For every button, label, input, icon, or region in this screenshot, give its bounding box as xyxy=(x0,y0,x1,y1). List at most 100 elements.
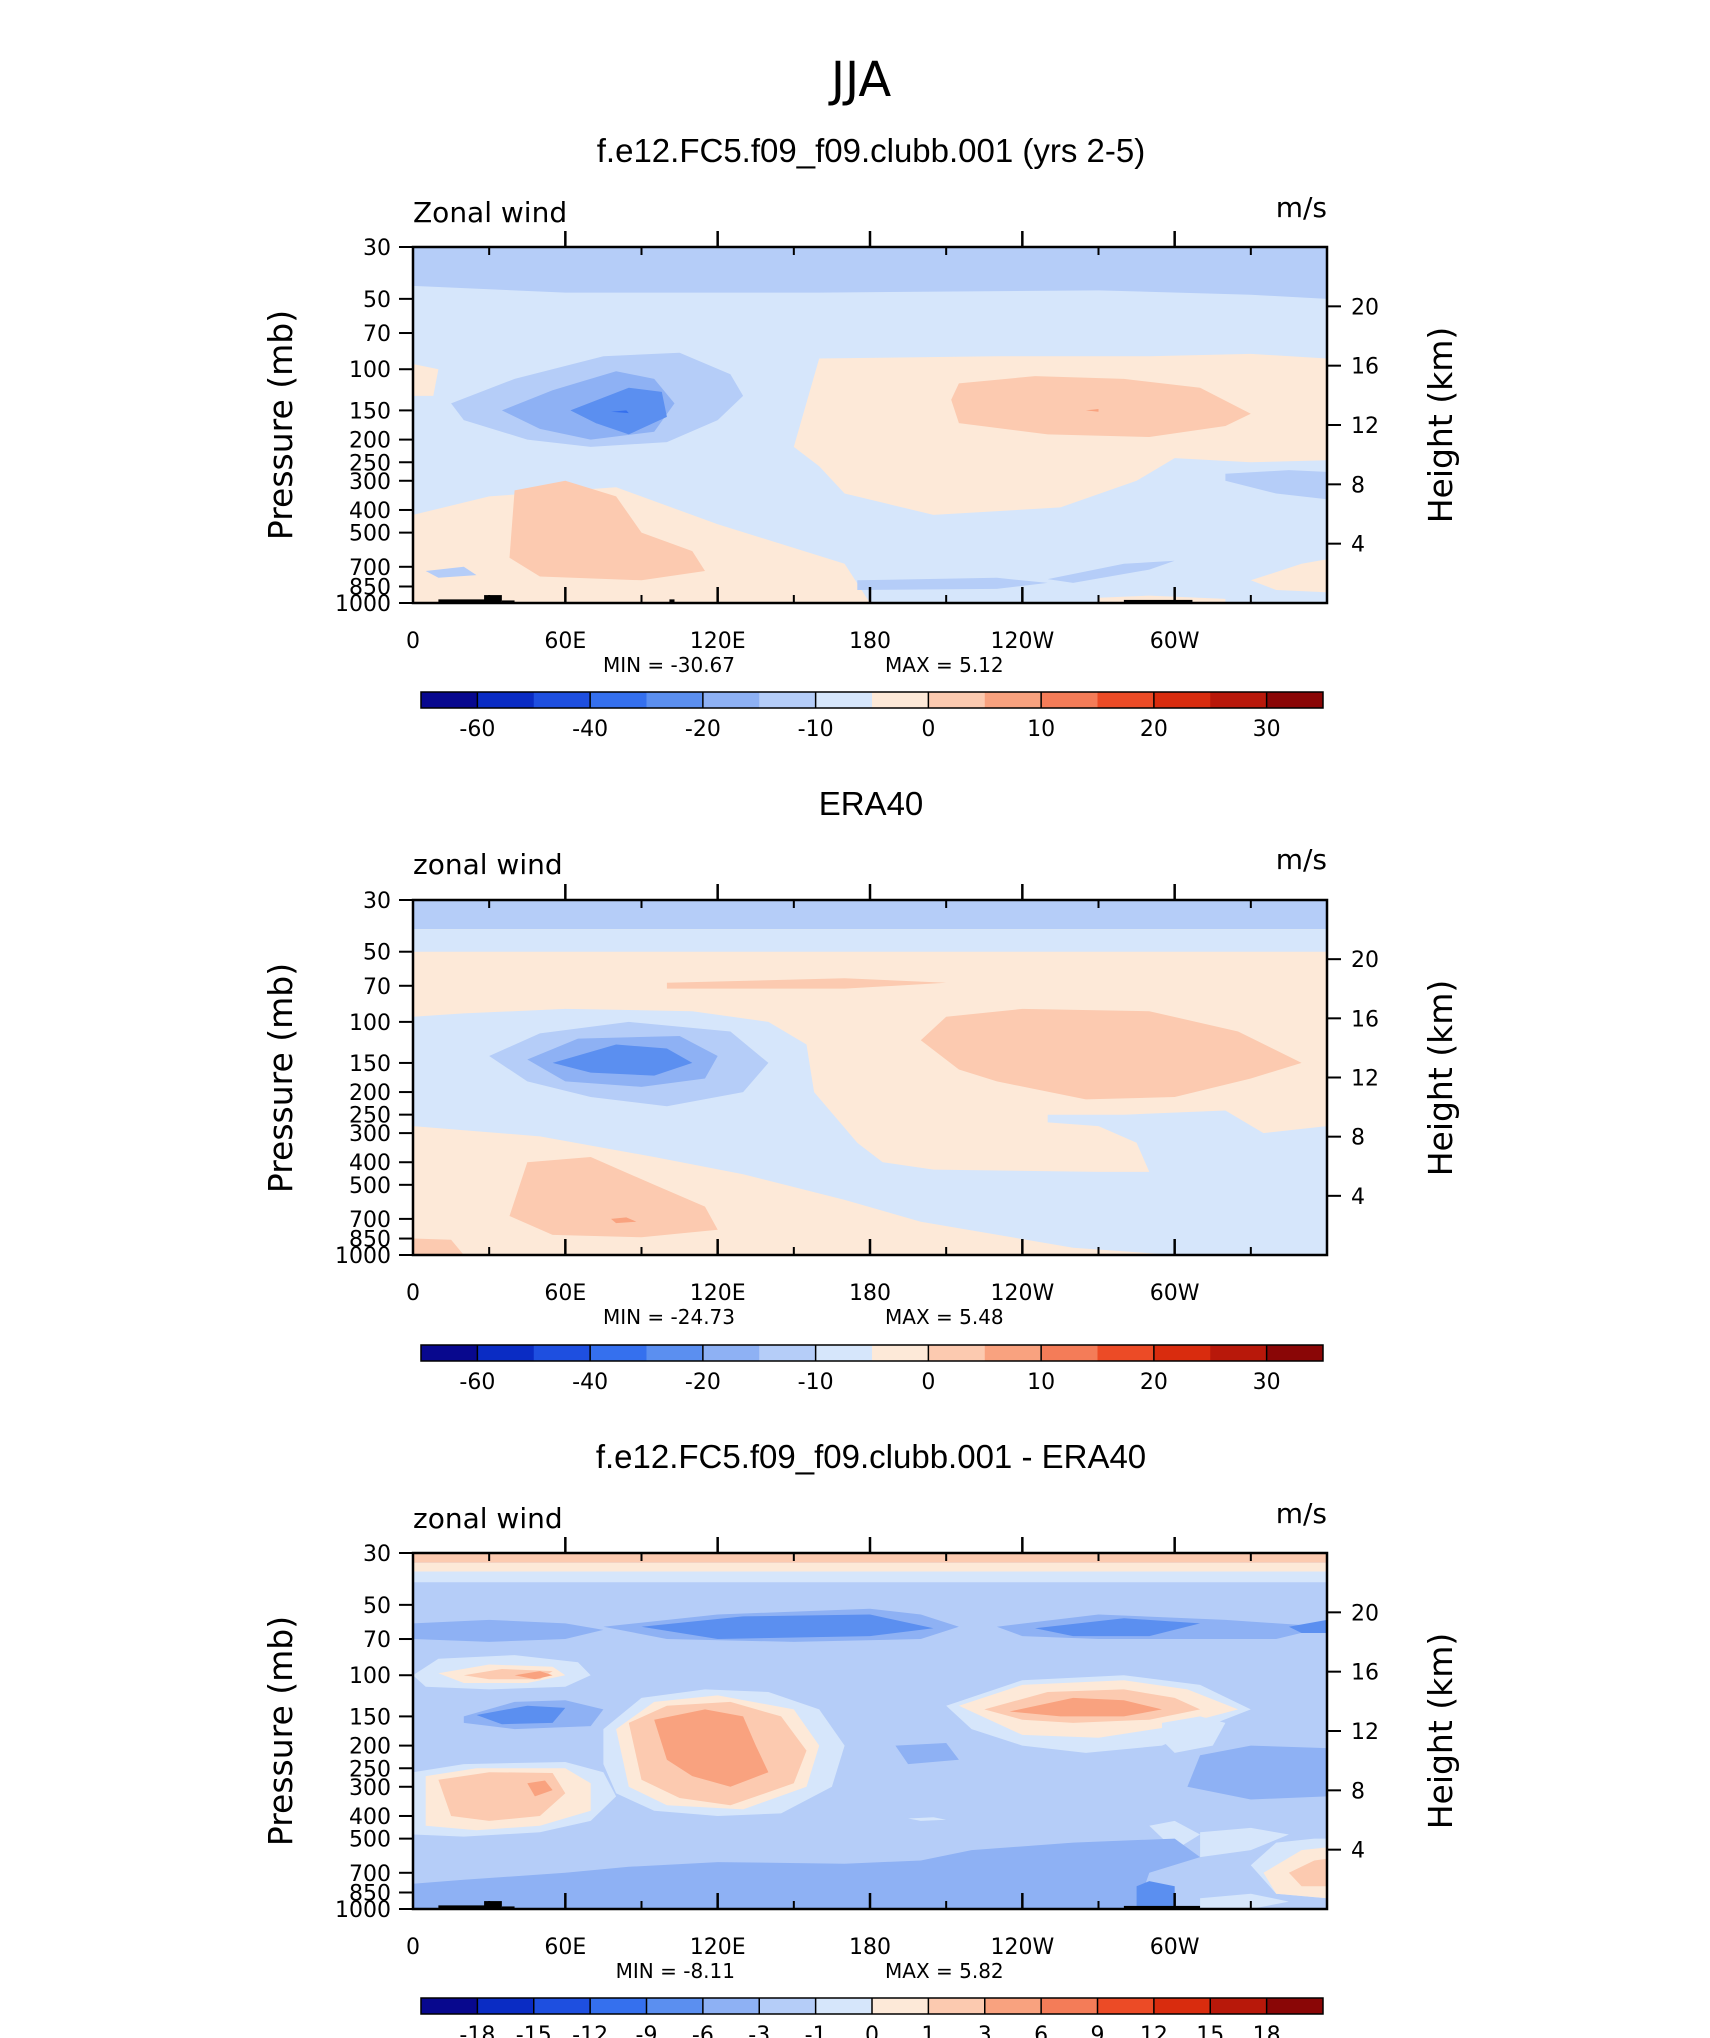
x-tick-label: 60E xyxy=(544,629,586,654)
y-right-axis-title: Height (km) xyxy=(1421,980,1460,1177)
contour-region xyxy=(413,1571,1327,1583)
colorbar-swatch xyxy=(872,692,929,708)
y-tick-label: 70 xyxy=(363,322,391,347)
terrain-block xyxy=(1123,599,1193,603)
variable-label: zonal wind xyxy=(413,1502,563,1535)
colorbar-swatch xyxy=(984,1345,1042,1361)
colorbar-swatch xyxy=(928,692,986,708)
colorbar-frame xyxy=(420,691,1324,709)
y-tick-label: 400 xyxy=(349,499,391,524)
y-tick-label: 30 xyxy=(363,1542,391,1567)
colorbar-swatch xyxy=(590,1998,647,2014)
y-axis-title: Pressure (mb) xyxy=(261,310,300,540)
y-tick-label: 150 xyxy=(349,1705,391,1730)
y-tick-label: 850 xyxy=(349,1228,391,1253)
y-tick-label: 70 xyxy=(363,1628,391,1653)
colorbar-swatch xyxy=(1041,692,1098,708)
colorbar-swatch xyxy=(421,1345,478,1361)
min-label: MIN = -30.67 xyxy=(603,653,735,677)
y-tick-label: 250 xyxy=(349,1757,391,1782)
colorbar-swatch xyxy=(533,1998,591,2014)
y-tick-label: 700 xyxy=(349,1862,391,1887)
colorbar-label: -10 xyxy=(798,717,834,742)
colorbar-label: -3 xyxy=(748,2023,770,2038)
plot-area xyxy=(413,247,1327,603)
colorbar-label: 10 xyxy=(1027,717,1055,742)
y-tick-label: 500 xyxy=(349,522,391,547)
x-tick-label: 0 xyxy=(406,1281,420,1306)
colorbar-label: -40 xyxy=(572,1370,608,1395)
colorbar-swatch xyxy=(815,1998,873,2014)
height-tick-label: 16 xyxy=(1351,1007,1379,1032)
contour-region xyxy=(641,1614,934,1639)
units-label: m/s xyxy=(1276,1497,1327,1530)
panel-title: f.e12.FC5.f09_f09.clubb.001 (yrs 2-5) xyxy=(597,132,1145,169)
colorbar-label: 0 xyxy=(921,717,935,742)
height-tick-label: 20 xyxy=(1351,1601,1379,1626)
y-tick-label: 150 xyxy=(349,1052,391,1077)
colorbar-label: -20 xyxy=(685,717,721,742)
colorbar-frame xyxy=(420,1344,1324,1362)
y-tick-label: 400 xyxy=(349,1805,391,1830)
x-tick-label: 120E xyxy=(690,629,746,654)
contour-region xyxy=(1035,1618,1201,1637)
colorbar-label: 0 xyxy=(921,1370,935,1395)
contour-region xyxy=(895,1743,959,1765)
contour-region xyxy=(1187,1745,1327,1800)
max-label: MAX = 5.82 xyxy=(885,1959,1004,1983)
colorbar-label: 18 xyxy=(1253,2023,1281,2038)
contour-region xyxy=(1136,1881,1175,1909)
colorbar-label: -20 xyxy=(685,1370,721,1395)
colorbar-label: -6 xyxy=(692,2023,714,2038)
panel-title: f.e12.FC5.f09_f09.clubb.001 - ERA40 xyxy=(596,1438,1146,1475)
colorbar-label: -12 xyxy=(572,2023,608,2038)
y-tick-label: 300 xyxy=(349,1776,391,1801)
height-tick-label: 12 xyxy=(1351,414,1379,439)
colorbar-swatch xyxy=(1153,1998,1211,2014)
min-label: MIN = -24.73 xyxy=(603,1305,735,1329)
colorbar-swatch xyxy=(646,1345,704,1361)
panel-title: ERA40 xyxy=(819,785,924,822)
colorbar-swatch xyxy=(872,1998,929,2014)
x-tick-label: 120W xyxy=(990,1935,1054,1960)
figure-title: JJA xyxy=(828,52,891,108)
y-tick-label: 200 xyxy=(349,1081,391,1106)
colorbar-swatch xyxy=(1097,1998,1155,2014)
colorbar-swatch xyxy=(1266,1345,1324,1361)
colorbar-label: 6 xyxy=(1034,2023,1048,2038)
y-tick-label: 500 xyxy=(349,1828,391,1853)
contour-region xyxy=(611,410,629,414)
y-tick-label: 850 xyxy=(349,1882,391,1907)
contour-region xyxy=(1225,470,1327,500)
terrain-block xyxy=(484,1901,502,1909)
contour-region xyxy=(413,364,439,396)
x-tick-label: 120W xyxy=(990,1281,1054,1306)
contour-region xyxy=(654,1709,769,1787)
y-tick-label: 50 xyxy=(363,288,391,313)
y-tick-label: 200 xyxy=(349,429,391,454)
panel-model: f.e12.FC5.f09_f09.clubb.001 (yrs 2-5) 0 60… xyxy=(261,132,1460,742)
contour-region xyxy=(951,376,1251,437)
colorbar-swatch xyxy=(1153,692,1211,708)
contour-region xyxy=(1200,1893,1289,1909)
contour-region xyxy=(666,978,947,989)
colorbar-label: -60 xyxy=(459,717,495,742)
contour-region xyxy=(509,1157,718,1238)
contour-region xyxy=(413,1553,1327,1563)
colorbar-label: 1 xyxy=(921,2023,935,2038)
y-tick-label: 150 xyxy=(349,399,391,424)
contour-region xyxy=(1288,1858,1327,1887)
height-tick-label: 12 xyxy=(1351,1720,1379,1745)
colorbar-swatch xyxy=(984,692,1042,708)
x-tick-label: 180 xyxy=(849,629,891,654)
y-tick-label: 300 xyxy=(349,1122,391,1147)
x-tick-label: 60W xyxy=(1150,1281,1200,1306)
min-label: MIN = -8.11 xyxy=(616,1959,735,1983)
y-tick-label: 700 xyxy=(349,1208,391,1233)
contour-region xyxy=(476,1705,566,1725)
colorbar-swatch xyxy=(1266,692,1324,708)
contour-region xyxy=(413,1619,604,1642)
colorbar-swatch xyxy=(1266,1998,1324,2014)
contour-region xyxy=(413,1238,464,1255)
